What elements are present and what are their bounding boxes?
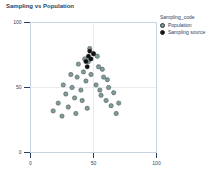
svg-text:50: 50 [91, 160, 97, 166]
html-text:Sampling_code: Sampling_code [160, 14, 195, 20]
svg-text:0: 0 [29, 160, 32, 166]
svg-text:100: 100 [152, 160, 161, 166]
svg-text:50: 50 [16, 84, 22, 90]
svg-text:0: 0 [19, 149, 22, 155]
html-text:Sampling source: Sampling source [168, 29, 206, 35]
svg-text:100: 100 [13, 19, 22, 25]
html-text:Sampling vs Population: Sampling vs Population [6, 3, 74, 9]
html-text:Population: Population [168, 22, 192, 28]
